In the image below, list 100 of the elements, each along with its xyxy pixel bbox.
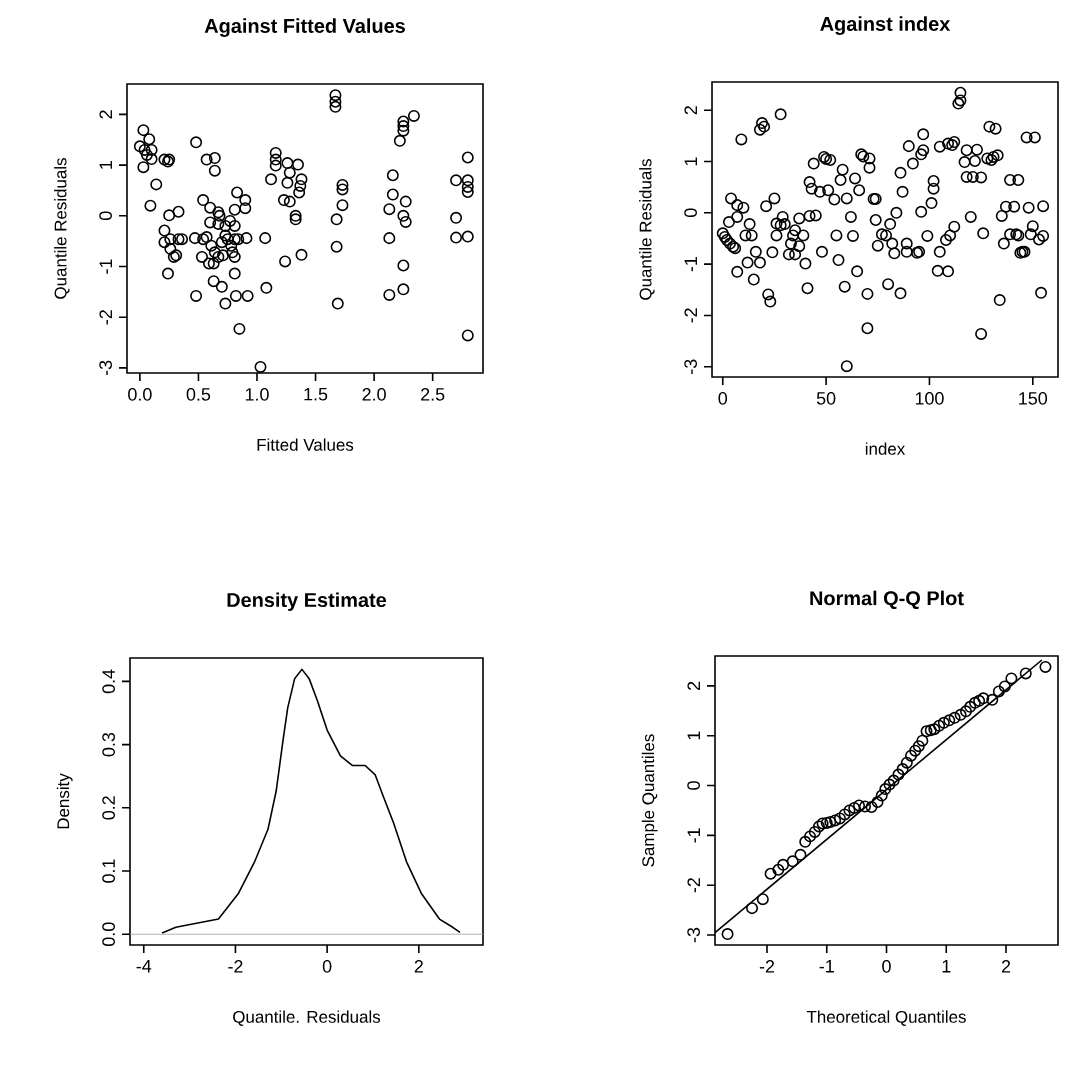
point (1019, 667, 1032, 680)
point (992, 685, 1005, 698)
point (772, 863, 785, 876)
point (900, 756, 913, 769)
point (859, 800, 871, 813)
y-axis-title: Density (56, 773, 73, 829)
point (756, 893, 769, 906)
point (905, 749, 918, 762)
x-tick-label: 1 (942, 960, 951, 973)
point (883, 778, 896, 791)
point (746, 902, 759, 915)
chart-title: Normal Q-Q Plot (810, 590, 964, 610)
x-tick-label: 1.5 (304, 388, 328, 401)
point (968, 696, 981, 709)
point (916, 734, 929, 747)
point (871, 796, 884, 808)
point (804, 830, 817, 843)
y-tick-label: 0.4 (102, 669, 115, 694)
x-tick-label: 2 (414, 960, 423, 973)
point (892, 768, 905, 781)
x-tick-label: 0.0 (128, 388, 152, 401)
x-tick-label: -2 (228, 960, 243, 973)
point (853, 799, 866, 812)
point (838, 808, 851, 821)
y-tick-label: -1 (99, 259, 112, 274)
point (829, 814, 842, 827)
y-axis-title: Sample Quantiles (641, 734, 658, 867)
point (865, 800, 878, 813)
y-tick-label: 2 (687, 681, 700, 690)
y-tick-label: 0.1 (102, 859, 115, 883)
chart-title: Density Estimate (227, 592, 387, 611)
point (998, 680, 1011, 693)
x-tick-label: 0.5 (186, 388, 211, 401)
point (816, 817, 829, 830)
x-tick-label: 0 (882, 960, 891, 973)
point (964, 700, 977, 713)
y-tick-label: -3 (99, 360, 112, 376)
x-axis-title: Quantile. Residuals (233, 1010, 381, 1026)
point (948, 711, 961, 724)
point (786, 855, 799, 868)
x-tick-label: -2 (759, 960, 775, 973)
point (928, 723, 941, 736)
point (721, 928, 734, 941)
point (986, 693, 999, 706)
point (875, 789, 888, 802)
point (943, 714, 956, 727)
point (794, 848, 807, 861)
y-tick-label: 2 (99, 110, 112, 119)
point (954, 708, 967, 721)
x-axis-title: Fitted Values (257, 438, 354, 451)
point (1039, 660, 1052, 673)
point (920, 725, 933, 738)
y-tick-label: 0.3 (102, 732, 115, 757)
point (912, 740, 925, 753)
y-axis-title: Quantile Residuals (639, 159, 655, 300)
point (843, 804, 856, 817)
y-axis-title: Quantile Residuals (54, 158, 70, 299)
x-tick-label: 2.5 (421, 388, 445, 401)
x-axis-title: Theoretical Quantiles (806, 1010, 966, 1026)
x-tick-label: 1.0 (245, 388, 269, 401)
point (824, 815, 837, 828)
y-tick-label: -2 (684, 308, 697, 323)
point (808, 825, 821, 838)
y-tick-label: -3 (687, 927, 700, 943)
x-tick-label: 100 (915, 392, 944, 405)
x-tick-label: 0 (322, 960, 332, 973)
point (833, 812, 846, 825)
x-tick-label: 2.0 (362, 388, 386, 401)
chart-title: Against Fitted Values (204, 18, 405, 37)
point (973, 694, 986, 707)
point (933, 719, 946, 732)
y-tick-label: -2 (687, 878, 700, 893)
y-tick-label: 0.0 (102, 922, 115, 947)
chart-title: Against index (820, 16, 951, 35)
y-tick-label: -1 (687, 828, 700, 843)
x-axis-title: index (865, 442, 906, 455)
y-tick-label: 0 (99, 211, 112, 221)
line-series (161, 668, 461, 934)
x-tick-label: -1 (819, 960, 834, 973)
point (820, 816, 833, 829)
point (937, 716, 950, 729)
y-tick-label: -1 (684, 257, 697, 272)
point (977, 692, 990, 705)
x-tick-label: -4 (136, 960, 152, 973)
point (879, 783, 892, 796)
point (1005, 672, 1018, 685)
point (896, 763, 909, 776)
y-tick-label: 1 (684, 157, 697, 166)
y-tick-label: 1 (99, 161, 112, 169)
x-tick-label: 0 (718, 392, 728, 405)
y-tick-label: 0 (684, 208, 697, 218)
point (887, 774, 900, 787)
x-tick-label: 50 (816, 392, 836, 405)
x-tick-label: 150 (1019, 392, 1048, 405)
point (959, 705, 972, 718)
x-tick-label: 2 (1001, 960, 1011, 973)
y-tick-label: 0 (687, 781, 700, 790)
point (812, 820, 825, 833)
y-tick-label: 2 (684, 106, 697, 115)
point (924, 724, 937, 737)
